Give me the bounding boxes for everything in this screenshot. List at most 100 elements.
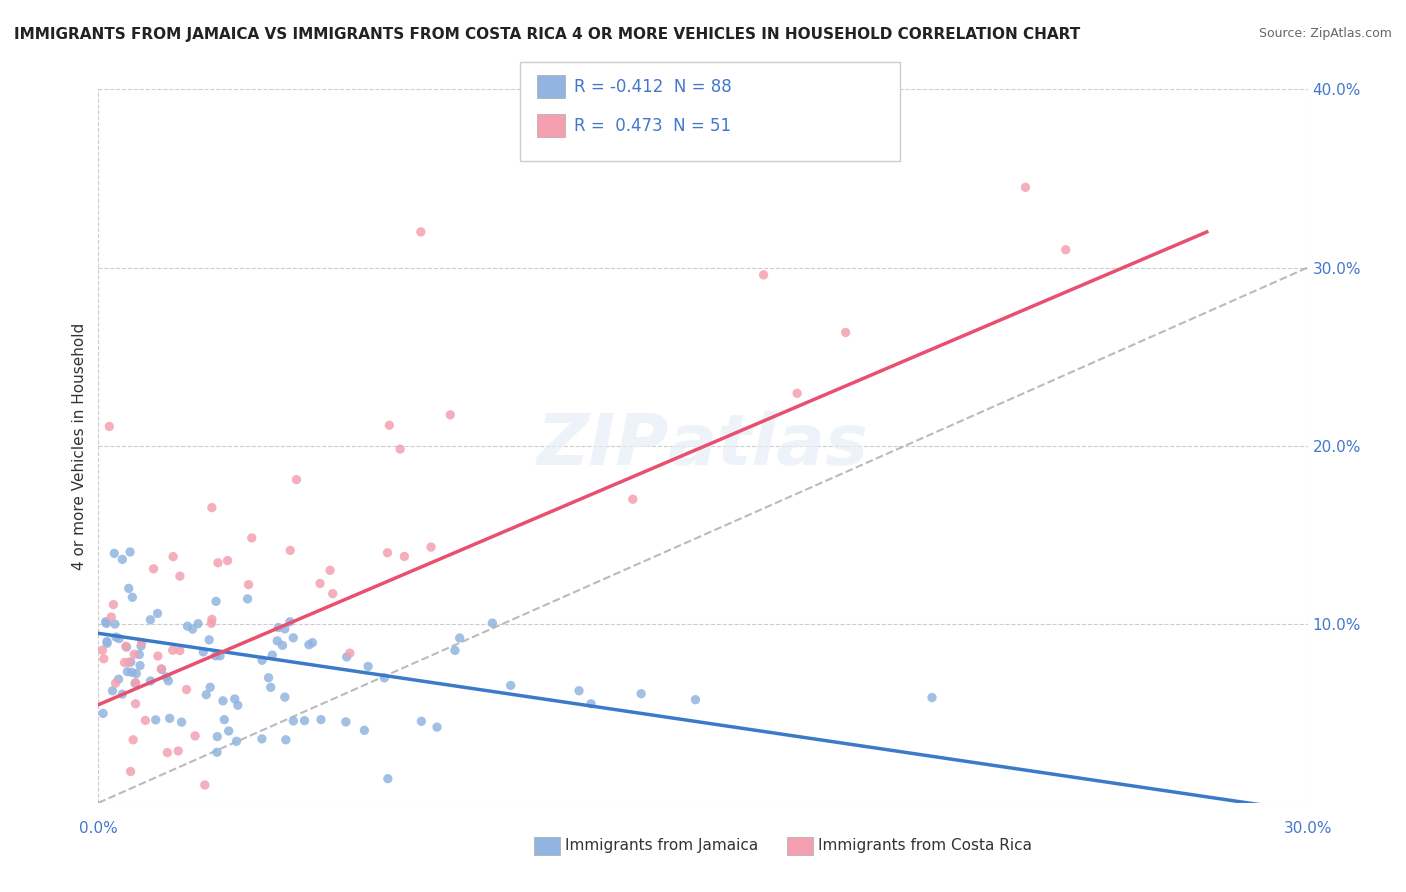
Point — [120, 764, 142, 779]
Point — [91, 643, 114, 657]
Point — [181, 622, 204, 636]
Point — [98, 419, 121, 434]
Point — [104, 617, 127, 632]
Point — [301, 636, 323, 650]
Point — [298, 638, 321, 652]
Text: IMMIGRANTS FROM JAMAICA VS IMMIGRANTS FROM COSTA RICA 4 OR MORE VEHICLES IN HOUS: IMMIGRANTS FROM JAMAICA VS IMMIGRANTS FR… — [14, 27, 1080, 42]
Point — [134, 714, 156, 728]
Point — [111, 552, 134, 566]
Point — [156, 746, 179, 760]
Point — [146, 648, 169, 663]
Point — [100, 610, 122, 624]
Point — [204, 648, 226, 663]
Point — [200, 616, 222, 631]
Point — [104, 630, 127, 644]
Point — [169, 643, 191, 657]
Point — [373, 671, 395, 685]
Point — [278, 615, 301, 629]
Point — [409, 225, 432, 239]
Point — [122, 648, 145, 662]
Point — [218, 724, 240, 739]
Point — [786, 386, 808, 401]
Point — [274, 690, 297, 705]
Point — [155, 670, 177, 684]
Point — [411, 714, 433, 729]
Point — [193, 645, 215, 659]
Point — [236, 591, 259, 606]
Point — [201, 612, 224, 626]
Point — [176, 682, 198, 697]
Point — [377, 546, 399, 560]
Point — [322, 587, 344, 601]
Point — [93, 651, 115, 665]
Point — [146, 607, 169, 621]
Point — [129, 639, 152, 653]
Point — [378, 418, 401, 433]
Point — [420, 540, 443, 554]
Point — [139, 673, 162, 688]
Point — [579, 697, 602, 711]
Point — [274, 732, 297, 747]
Point — [260, 681, 283, 695]
Point — [1014, 180, 1036, 194]
Text: Source: ZipAtlas.com: Source: ZipAtlas.com — [1258, 27, 1392, 40]
Point — [120, 655, 142, 669]
Point — [124, 676, 146, 690]
Point — [205, 745, 228, 759]
Point — [198, 632, 221, 647]
Point — [207, 556, 229, 570]
Point — [444, 643, 467, 657]
Point — [114, 656, 136, 670]
Point — [170, 715, 193, 730]
Point — [319, 563, 342, 577]
Point — [125, 666, 148, 681]
Point — [207, 730, 229, 744]
Point — [91, 706, 114, 721]
Point — [94, 615, 117, 629]
Point — [339, 646, 361, 660]
Point — [142, 562, 165, 576]
Point — [257, 671, 280, 685]
Point — [108, 632, 131, 646]
Point — [426, 720, 449, 734]
Point — [1054, 243, 1077, 257]
Point — [131, 635, 153, 649]
Point — [278, 543, 301, 558]
Point — [377, 772, 399, 786]
Point — [225, 734, 247, 748]
Point — [111, 687, 134, 701]
Point — [285, 473, 308, 487]
Y-axis label: 4 or more Vehicles in Household: 4 or more Vehicles in Household — [72, 322, 87, 570]
Point — [167, 744, 190, 758]
Point — [195, 688, 218, 702]
Point — [449, 631, 471, 645]
Point — [96, 636, 118, 650]
Point — [162, 549, 184, 564]
Point — [353, 723, 375, 738]
Point — [129, 658, 152, 673]
Point — [194, 778, 217, 792]
Point — [283, 714, 305, 728]
Point — [389, 442, 412, 456]
Point — [115, 639, 138, 653]
Point — [184, 729, 207, 743]
Point — [357, 659, 380, 673]
Point — [267, 621, 290, 635]
Point — [208, 648, 231, 663]
Point — [262, 648, 284, 662]
Point — [283, 631, 305, 645]
Point — [224, 692, 246, 706]
Point — [630, 687, 652, 701]
Point — [96, 616, 118, 631]
Point — [205, 594, 228, 608]
Point — [103, 598, 125, 612]
Point — [150, 662, 173, 676]
Point — [481, 616, 503, 631]
Text: Immigrants from Jamaica: Immigrants from Jamaica — [565, 838, 758, 853]
Point — [271, 638, 294, 652]
Point — [124, 675, 146, 690]
Point — [139, 613, 162, 627]
Point — [200, 680, 222, 694]
Point — [118, 582, 141, 596]
Text: 30.0%: 30.0% — [1284, 822, 1331, 837]
